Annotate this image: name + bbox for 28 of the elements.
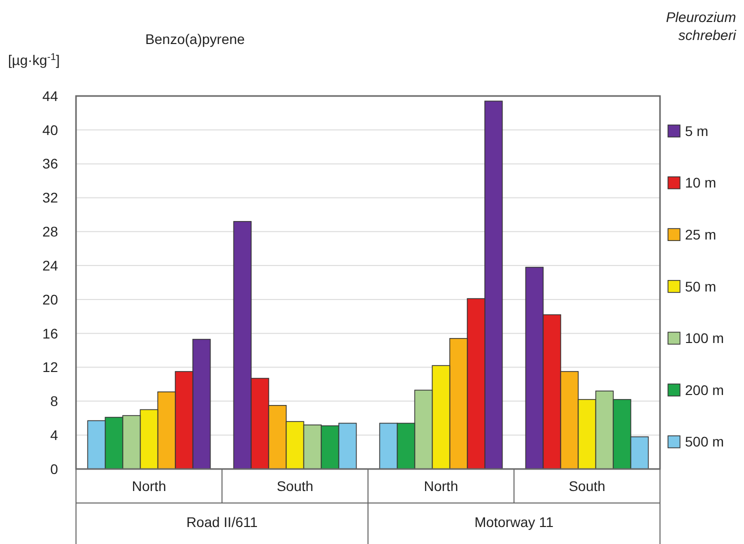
text: Road II/611 [186, 514, 258, 530]
y-tick-label: 32 [42, 190, 58, 206]
y-tick-label: 28 [42, 224, 58, 240]
legend-label: 5 m [685, 122, 708, 139]
y-tick-label: 4 [50, 426, 58, 443]
legend-label: 25 m [685, 226, 716, 242]
legend-label: 50 m [685, 278, 716, 294]
legend-label: 100 m [685, 330, 724, 346]
y-axis-title: [µg·kg$^{-1}$] [8, 52, 60, 68]
text: Motorway 11 [474, 514, 554, 530]
y-tick-label: 24 [42, 257, 58, 274]
legend-label: 200 m [685, 382, 724, 398]
y-tick-label: 40 [42, 122, 58, 138]
y-tick-label: 44 [42, 88, 58, 104]
x-tick-label: North [424, 478, 458, 494]
x-tick-label: North [132, 478, 166, 494]
x-tick-label: South [276, 478, 314, 494]
legend-label: 10 m [685, 174, 716, 191]
legend-title: Pleurozium schreberi [666, 9, 737, 43]
legend-label: 500 m [685, 434, 724, 450]
y-tick-label: 20 [42, 291, 58, 308]
chart-title: Benzo(a)pyrene [145, 31, 246, 47]
y-tick-label: 12 [42, 359, 58, 376]
y-tick-label: 8 [50, 393, 58, 410]
y-tick-label: 36 [42, 156, 58, 172]
y-tick-label: 0 [50, 460, 58, 477]
x-tick-label: South [568, 478, 606, 494]
y-tick-label: 16 [42, 325, 58, 342]
